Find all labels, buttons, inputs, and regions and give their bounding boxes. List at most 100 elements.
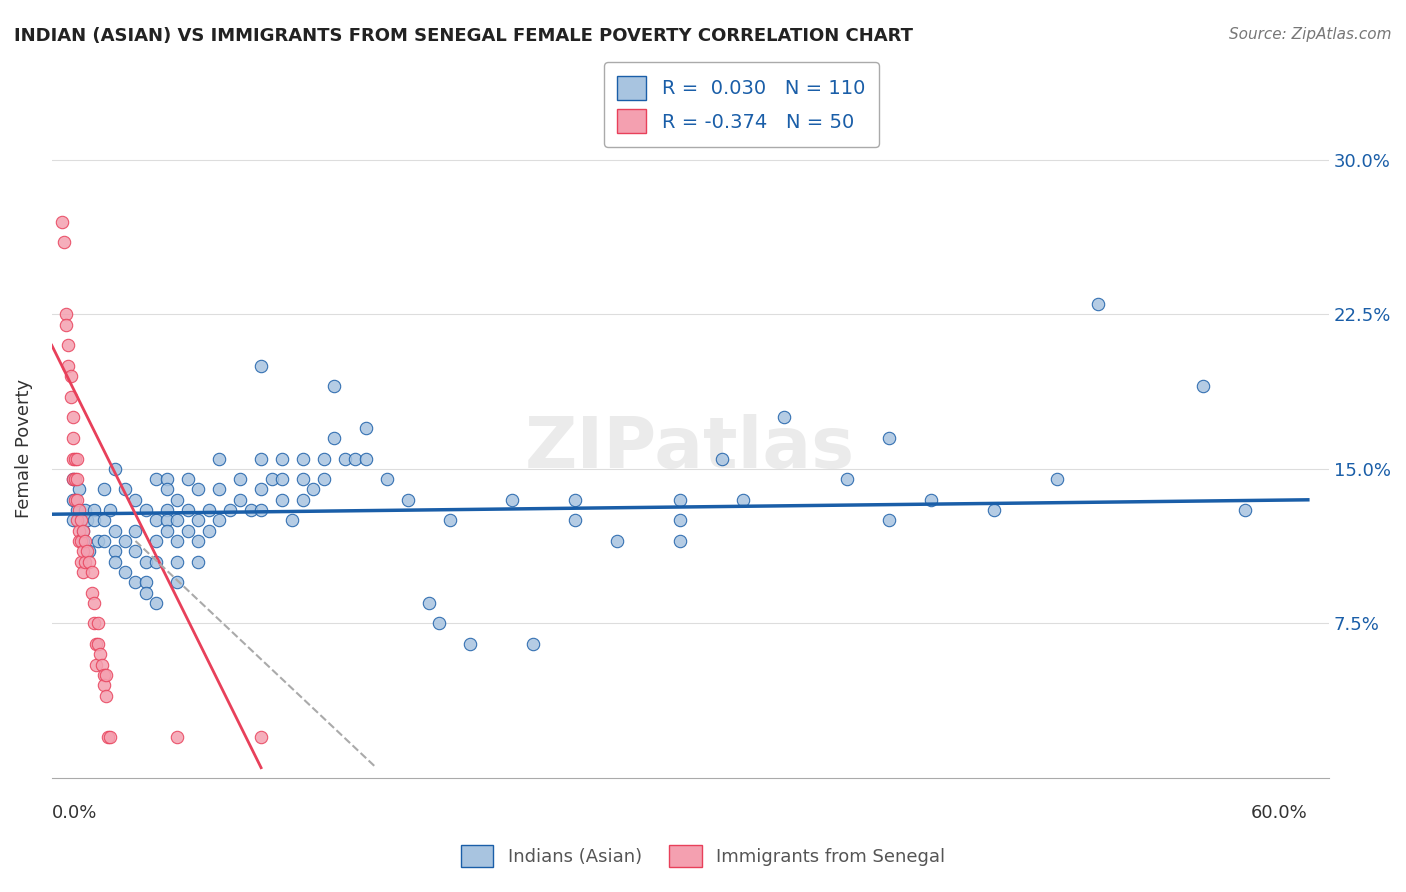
Point <box>323 431 346 445</box>
Point <box>166 513 188 527</box>
Point <box>62 472 84 486</box>
Point <box>58 338 80 352</box>
Point <box>124 575 146 590</box>
Point <box>84 637 107 651</box>
Point <box>166 575 188 590</box>
Point <box>96 668 118 682</box>
Point <box>114 565 136 579</box>
Point <box>668 513 690 527</box>
Point <box>67 524 90 538</box>
Point <box>98 730 121 744</box>
Point <box>564 492 586 507</box>
Point <box>135 575 157 590</box>
Point <box>93 483 115 497</box>
Point <box>1234 503 1257 517</box>
Point <box>62 472 84 486</box>
Point <box>55 318 77 332</box>
Point <box>70 513 93 527</box>
Point <box>208 513 231 527</box>
Point <box>156 513 179 527</box>
Point <box>93 678 115 692</box>
Y-axis label: Female Poverty: Female Poverty <box>15 379 32 518</box>
Point <box>76 544 98 558</box>
Point <box>67 503 90 517</box>
Point <box>208 483 231 497</box>
Point <box>166 534 188 549</box>
Point <box>66 472 89 486</box>
Point <box>103 524 125 538</box>
Point <box>72 534 94 549</box>
Point <box>271 451 294 466</box>
Point <box>156 472 179 486</box>
Point <box>70 555 93 569</box>
Point <box>80 565 103 579</box>
Point <box>103 555 125 569</box>
Point <box>135 503 157 517</box>
Point <box>53 235 76 250</box>
Point <box>66 503 89 517</box>
Point <box>460 637 482 651</box>
Point <box>208 451 231 466</box>
Point <box>76 513 98 527</box>
Point <box>62 431 84 445</box>
Point <box>564 513 586 527</box>
Point <box>291 492 314 507</box>
Point <box>63 472 86 486</box>
Point <box>63 492 86 507</box>
Point <box>62 492 84 507</box>
Point <box>418 596 440 610</box>
Point <box>344 451 367 466</box>
Point <box>145 534 167 549</box>
Point <box>55 307 77 321</box>
Point <box>114 483 136 497</box>
Point <box>72 524 94 538</box>
Point <box>773 410 796 425</box>
Point <box>89 648 111 662</box>
Point <box>668 534 690 549</box>
Point <box>72 544 94 558</box>
Point <box>177 503 200 517</box>
Point <box>145 596 167 610</box>
Point <box>72 524 94 538</box>
Point <box>250 730 273 744</box>
Point <box>66 513 89 527</box>
Point <box>668 492 690 507</box>
Point <box>281 513 304 527</box>
Point <box>375 472 398 486</box>
Point <box>145 472 167 486</box>
Point <box>312 451 335 466</box>
Point <box>58 359 80 373</box>
Point <box>66 492 89 507</box>
Point <box>75 555 97 569</box>
Point <box>72 565 94 579</box>
Point <box>187 555 209 569</box>
Point <box>177 472 200 486</box>
Point <box>166 492 188 507</box>
Point <box>83 503 105 517</box>
Point <box>522 637 544 651</box>
Point <box>837 472 859 486</box>
Point <box>156 524 179 538</box>
Point <box>731 492 754 507</box>
Point <box>291 472 314 486</box>
Point <box>396 492 419 507</box>
Point <box>187 534 209 549</box>
Point <box>920 492 942 507</box>
Point <box>84 657 107 672</box>
Point <box>83 616 105 631</box>
Point <box>250 451 273 466</box>
Point <box>1046 472 1069 486</box>
Point <box>156 503 179 517</box>
Point <box>239 503 262 517</box>
Legend: R =  0.030   N = 110, R = -0.374   N = 50: R = 0.030 N = 110, R = -0.374 N = 50 <box>603 62 879 146</box>
Point <box>66 451 89 466</box>
Point <box>250 483 273 497</box>
Point <box>983 503 1005 517</box>
Point <box>260 472 283 486</box>
Point <box>79 555 101 569</box>
Point <box>354 451 377 466</box>
Point <box>187 483 209 497</box>
Point <box>710 451 733 466</box>
Point <box>135 555 157 569</box>
Point <box>93 668 115 682</box>
